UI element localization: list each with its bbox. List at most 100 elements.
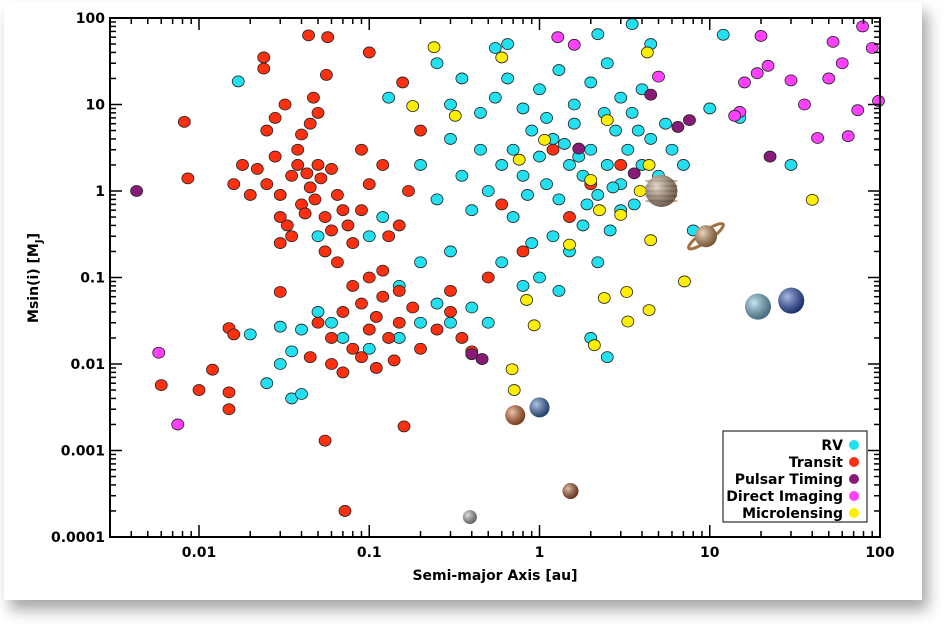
data-point <box>557 138 571 150</box>
data-point <box>644 234 658 247</box>
data-point <box>206 363 219 376</box>
data-point <box>222 403 236 416</box>
data-point <box>551 31 565 44</box>
data-point <box>614 159 628 171</box>
data-point <box>516 169 530 182</box>
data-point <box>243 328 257 341</box>
data-point <box>552 193 566 206</box>
data-point <box>177 115 191 128</box>
data-point <box>835 57 849 70</box>
data-point <box>402 185 415 197</box>
data-point <box>659 117 672 130</box>
data-point <box>495 256 509 269</box>
data-point <box>376 211 390 223</box>
data-point <box>430 57 444 70</box>
data-point <box>444 316 457 329</box>
data-point <box>268 111 282 124</box>
data-point <box>644 88 658 101</box>
data-point <box>474 143 487 156</box>
data-point <box>567 117 581 130</box>
data-point <box>465 301 479 314</box>
data-point <box>465 348 479 361</box>
data-point <box>481 185 495 197</box>
data-point <box>533 150 546 163</box>
data-point <box>231 75 245 88</box>
data-point <box>474 106 487 119</box>
data-point <box>587 339 601 352</box>
data-point <box>872 95 885 107</box>
data-point <box>273 320 287 333</box>
data-point <box>414 159 427 171</box>
data-point <box>325 332 338 344</box>
data-point <box>525 237 539 249</box>
planet-earth-icon <box>529 397 550 418</box>
data-point <box>738 76 751 89</box>
data-point <box>257 62 271 75</box>
data-point <box>285 345 299 358</box>
legend-label: Direct Imaging <box>726 489 843 505</box>
y-tick-label: 0.1 <box>80 271 105 287</box>
data-point <box>295 128 308 141</box>
data-point <box>614 91 628 104</box>
data-point <box>495 159 509 171</box>
data-point <box>576 219 590 232</box>
data-point <box>295 388 308 400</box>
data-point <box>805 193 819 206</box>
x-tick-label: 1 <box>535 545 545 561</box>
data-point <box>516 102 530 115</box>
data-point <box>325 358 338 370</box>
data-point <box>546 230 560 243</box>
data-point <box>430 297 444 310</box>
data-point <box>331 256 344 269</box>
x-tick-label: 100 <box>865 545 894 561</box>
data-point <box>678 275 691 288</box>
data-point <box>311 306 325 318</box>
data-point <box>392 219 406 232</box>
data-point <box>355 143 368 156</box>
data-point <box>285 169 299 182</box>
x-tick-label: 0.01 <box>182 545 217 561</box>
data-point <box>260 377 274 390</box>
data-point <box>600 159 614 171</box>
data-point <box>362 271 376 284</box>
data-point <box>540 111 553 124</box>
data-point <box>260 124 274 137</box>
data-point <box>392 284 406 297</box>
data-point <box>567 98 581 111</box>
data-point <box>520 294 534 306</box>
data-point <box>181 172 195 185</box>
data-point <box>273 189 287 201</box>
data-point <box>621 143 635 156</box>
data-point <box>625 18 639 31</box>
data-point <box>567 38 581 51</box>
planet-mercury-icon <box>462 510 477 525</box>
data-point <box>580 198 594 211</box>
data-point <box>538 133 551 146</box>
data-point <box>516 279 530 292</box>
data-point <box>396 76 410 89</box>
data-point <box>465 204 479 217</box>
data-point <box>552 284 566 297</box>
data-point <box>325 163 338 175</box>
data-point <box>506 211 520 223</box>
data-point <box>392 316 406 329</box>
legend-marker <box>849 440 859 450</box>
data-point <box>336 332 350 344</box>
data-point <box>308 193 322 206</box>
data-point <box>627 167 641 180</box>
data-point <box>600 57 614 70</box>
data-point <box>625 106 639 119</box>
planet-jupiter-icon <box>645 175 678 207</box>
data-point <box>382 91 396 104</box>
data-point <box>303 181 317 194</box>
data-point <box>273 286 287 298</box>
data-point <box>798 98 811 111</box>
data-point <box>546 143 560 156</box>
data-point <box>506 143 520 156</box>
data-point <box>444 98 457 111</box>
data-point <box>414 124 427 137</box>
y-tick-label: 10 <box>86 98 106 114</box>
data-point <box>325 224 338 237</box>
data-point <box>406 301 420 314</box>
